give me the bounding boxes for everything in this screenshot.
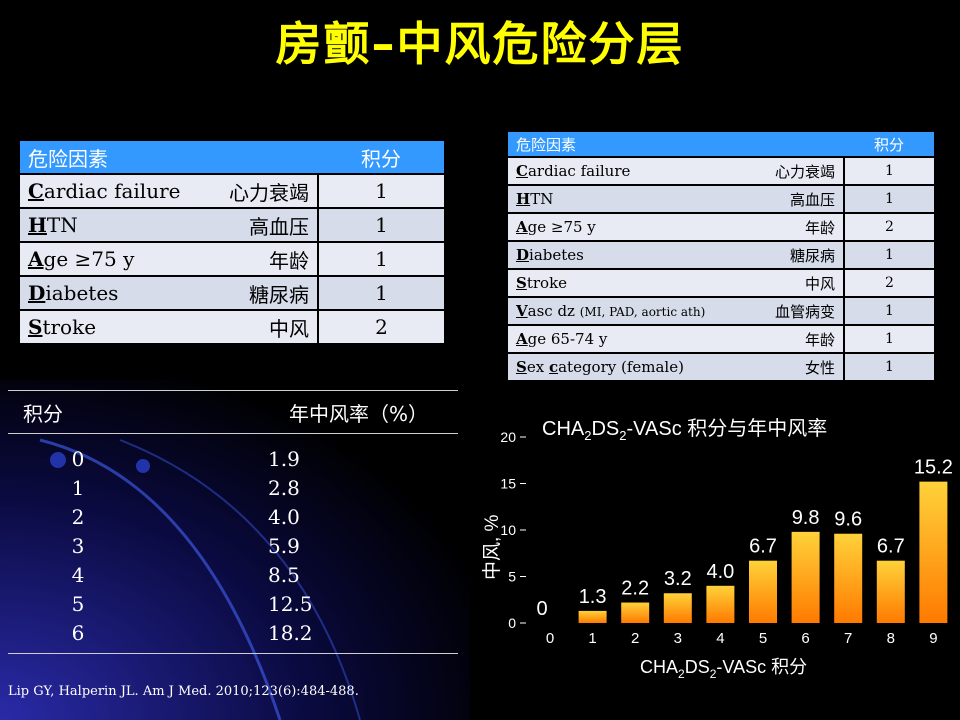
table-row: Diabetes 糖尿病 1 [508, 240, 934, 269]
t1-header-score: 积分 [318, 141, 444, 174]
stroke-rate-table: 积分 年中风率（%） 0 1.9 1 2.8 2 4.0 3 5.9 4 8.5 5 12.… [8, 390, 458, 654]
bar-value-label: 3.2 [664, 568, 692, 590]
table-row: 6 18.2 [71, 620, 313, 645]
chart-bar [706, 585, 735, 623]
table-row: 1 2.8 [71, 475, 300, 500]
y-tick-label: 20 [500, 429, 516, 445]
bar-value-label: 4.0 [706, 561, 734, 583]
chads2vasc-table: 危险因素 积分 Cardiac failure 心力衰竭 1 HTN 高血压 1 A… [508, 132, 934, 380]
table-row: Sex category (female) 女性 1 [508, 352, 934, 380]
citation: Lip GY, Halperin JL. Am J Med. 2010;123(… [8, 684, 359, 699]
chart-bar [663, 593, 692, 623]
chart-ylabel: 中风, % [481, 514, 503, 580]
x-tick-label: 0 [546, 630, 554, 647]
table-row: Age ≥75 y 年龄 2 [508, 212, 934, 241]
table-row: Age ≥75 y 年龄 1 [20, 241, 444, 276]
table-row: HTN 高血压 1 [508, 184, 934, 213]
rate-header-rate: 年中风率（%） [288, 401, 428, 426]
chart-bar [621, 602, 650, 623]
table-row: Age 65-74 y 年龄 1 [508, 324, 934, 353]
bar-value-label: 2.2 [621, 578, 649, 600]
table-row: Cardiac failure 心力衰竭 1 [508, 156, 934, 185]
t2-header-factor: 危险因素 [508, 132, 844, 157]
x-tick-label: 7 [844, 630, 852, 647]
x-tick-label: 3 [674, 630, 682, 647]
chart-bar [834, 533, 863, 623]
table-row: 3 5.9 [71, 533, 300, 558]
table-row: HTN 高血压 1 [20, 207, 444, 242]
x-tick-label: 6 [801, 630, 809, 647]
rate-header-score: 积分 [23, 401, 63, 426]
table-row: 5 12.5 [71, 591, 313, 616]
table-row: 4 8.5 [71, 562, 300, 587]
t1-header-factor: 危险因素 [20, 141, 318, 174]
table-row: Stroke 中风 2 [20, 309, 444, 343]
bar-value-label: 0 [536, 598, 547, 620]
chart-bar [749, 560, 777, 623]
chart-bar [919, 481, 948, 623]
bar-value-label: 1.3 [579, 586, 607, 608]
table-row: 2 4.0 [71, 504, 300, 529]
table-row: Stroke 中风 2 [508, 268, 934, 297]
bar-value-label: 6.7 [749, 536, 777, 558]
chart-bar [876, 560, 905, 623]
table-row: Cardiac failure 心力衰竭 1 [20, 173, 444, 208]
x-tick-label: 5 [759, 630, 767, 647]
bar-value-label: 15.2 [914, 457, 953, 479]
x-tick-label: 1 [588, 630, 596, 647]
bar-value-label: 9.8 [792, 507, 820, 529]
bar-value-label: 6.7 [877, 536, 905, 558]
y-tick-label: 15 [500, 476, 516, 492]
t2-header-score: 积分 [844, 132, 934, 157]
chart-xlabel: CHA2DS2-VASc 积分 [640, 657, 807, 681]
y-tick-label: 5 [508, 569, 516, 585]
x-tick-label: 4 [716, 630, 724, 647]
y-tick-label: 0 [508, 615, 516, 631]
page-title: 房颤–中风危险分层 [275, 17, 685, 71]
chart-bar [578, 610, 607, 623]
chart-title: CHA2DS2-VASc 积分与年中风率 [542, 417, 827, 443]
background-arcs [0, 380, 470, 720]
x-tick-label: 8 [887, 630, 895, 647]
table-row: 0 1.9 [71, 446, 300, 471]
x-tick-label: 9 [929, 630, 937, 647]
bar-value-label: 9.6 [834, 509, 862, 531]
table-row: Diabetes 糖尿病 1 [20, 275, 444, 310]
x-tick-label: 2 [631, 630, 639, 647]
table-row: Vasc dz (MI, PAD, aortic ath) 血管病变 1 [508, 296, 934, 325]
chart-bar [791, 531, 820, 623]
chads2-table: 危险因素 积分 Cardiac failure 心力衰竭 1 HTN 高血压 1 A… [20, 141, 444, 343]
y-tick-label: 10 [500, 522, 516, 538]
